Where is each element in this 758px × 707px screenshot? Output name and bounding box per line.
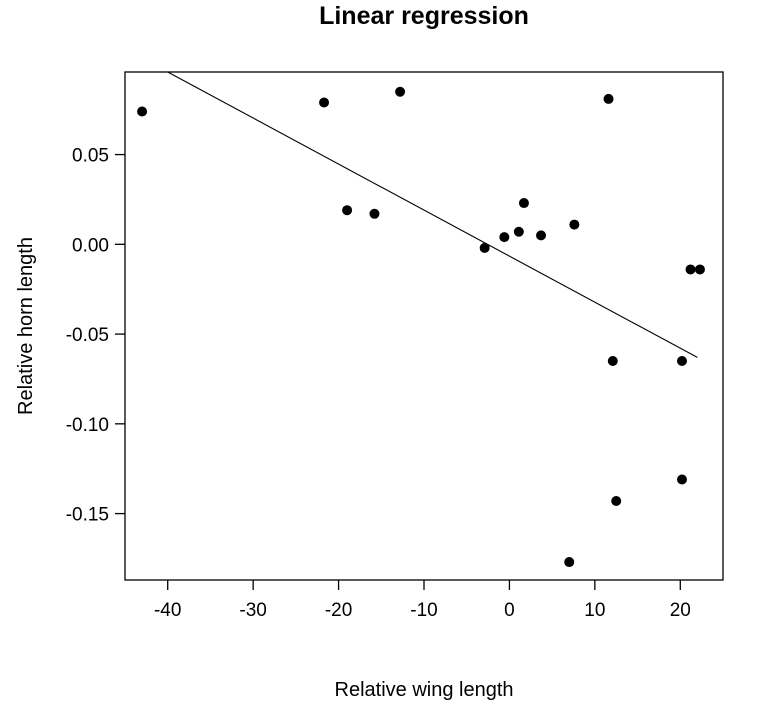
data-point <box>603 93 614 104</box>
x-axis-label: Relative wing length <box>335 679 514 701</box>
data-point <box>676 474 687 485</box>
y-axis: 0.05 0.00 -0.05 -0.10 -0.15 <box>66 146 125 526</box>
x-tick-label: 10 <box>584 600 605 621</box>
data-point <box>569 219 580 230</box>
data-point <box>479 242 490 253</box>
x-tick-label: -40 <box>154 600 181 621</box>
data-point <box>685 264 696 275</box>
data-point <box>137 106 148 117</box>
data-point <box>611 496 622 507</box>
data-point <box>395 86 406 97</box>
data-point <box>607 356 618 367</box>
data-point <box>513 226 524 237</box>
data-point <box>499 232 510 243</box>
plot-frame <box>124 71 724 581</box>
data-point <box>564 557 575 568</box>
chart-title: Linear regression <box>319 2 529 30</box>
regression-line <box>167 71 698 358</box>
data-point <box>369 208 380 219</box>
y-axis-label: Relative horn length <box>15 237 37 415</box>
x-tick-label: -30 <box>239 600 266 621</box>
data-point <box>536 230 547 241</box>
y-tick-label: -0.05 <box>66 325 109 346</box>
x-tick-label: 0 <box>504 600 515 621</box>
y-tick-label: 0.00 <box>72 235 109 256</box>
x-tick-label: -10 <box>410 600 437 621</box>
x-axis: -40 -30 -20 -10 0 10 20 <box>154 580 691 621</box>
data-point <box>342 205 353 216</box>
y-tick-label: -0.10 <box>66 415 109 436</box>
data-point <box>676 356 687 367</box>
plot-area <box>137 71 705 568</box>
y-tick-label: -0.15 <box>66 505 109 526</box>
data-point <box>518 198 529 209</box>
y-tick-label: 0.05 <box>72 146 109 167</box>
x-tick-label: 20 <box>670 600 691 621</box>
data-point <box>319 97 330 108</box>
x-tick-label: -20 <box>325 600 352 621</box>
data-point <box>694 264 705 275</box>
